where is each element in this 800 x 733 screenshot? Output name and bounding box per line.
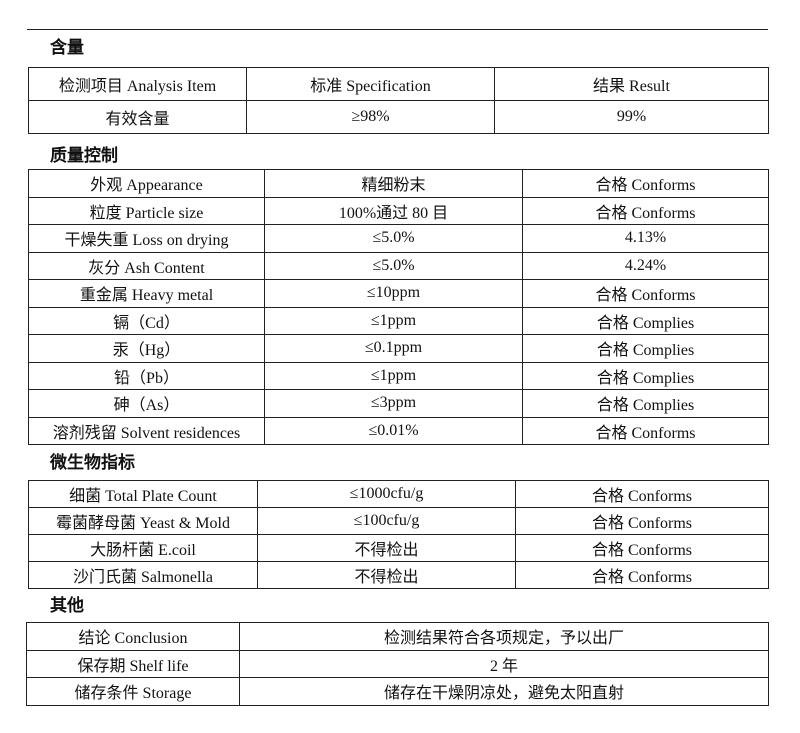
table-row: 沙门氏菌 Salmonella 不得检出 合格 Conforms: [28, 561, 769, 589]
result-cell: 合格 Complies: [522, 361, 769, 390]
spec-cell: 100%通过 80 目: [264, 196, 523, 225]
item-cell: 粒度 Particle size: [28, 196, 265, 225]
spec-cell: ≤0.1ppm: [264, 334, 523, 363]
table-row: 保存期 Shelf life 2 年: [26, 649, 769, 678]
table-row: 检测项目 Analysis Item 标准 Specification 结果 Res…: [28, 67, 769, 101]
spec-cell: ≥98%: [246, 100, 495, 134]
item-cell: 有效含量: [28, 100, 247, 134]
spec-cell: 2 年: [239, 649, 769, 678]
top-rule: [27, 29, 768, 30]
table-row: 有效含量 ≥98% 99%: [28, 100, 769, 134]
spec-cell: ≤1ppm: [264, 306, 523, 335]
result-cell: 合格 Conforms: [515, 561, 769, 589]
table-row: 重金属 Heavy metal ≤10ppm 合格 Conforms: [28, 279, 769, 308]
spec-cell: ≤3ppm: [264, 389, 523, 418]
item-cell: 镉（Cd）: [28, 306, 265, 335]
spec-cell: ≤10ppm: [264, 279, 523, 308]
item-cell: 外观 Appearance: [28, 169, 265, 198]
table-row: 粒度 Particle size 100%通过 80 目合格 Conforms: [28, 196, 769, 225]
spec-cell: 不得检出: [257, 534, 516, 562]
result-cell: 合格 Conforms: [515, 534, 769, 562]
result-cell: 4.24%: [522, 251, 769, 280]
item-cell: 检测项目 Analysis Item: [28, 67, 247, 101]
result-cell: 合格 Conforms: [522, 196, 769, 225]
table-row: 细菌 Total Plate Count ≤1000cfu/g 合格 Conform…: [28, 480, 769, 508]
table-row: 霉菌酵母菌 Yeast & Mold ≤100cfu/g 合格 Conforms: [28, 507, 769, 535]
table-row: 外观 Appearance 精细粉末 合格 Conforms: [28, 169, 769, 198]
spec-cell: ≤0.01%: [264, 416, 523, 445]
result-cell: 合格 Complies: [522, 389, 769, 418]
result-cell: 合格 Conforms: [522, 279, 769, 308]
result-cell: 结果 Result: [494, 67, 769, 101]
result-cell: 99%: [494, 100, 769, 134]
section-heading-content: 含量: [50, 38, 84, 58]
quality-control-table: 外观 Appearance 精细粉末 合格 Conforms 粒度 Particle …: [28, 169, 769, 445]
table-row: 大肠杆菌 E.coil 不得检出 合格 Conforms: [28, 534, 769, 562]
microbiology-table: 细菌 Total Plate Count ≤1000cfu/g 合格 Conform…: [28, 480, 769, 589]
item-cell: 砷（As）: [28, 389, 265, 418]
section-heading-microbiology: 微生物指标: [50, 453, 135, 473]
result-cell: 合格 Conforms: [515, 507, 769, 535]
item-cell: 汞（Hg）: [28, 334, 265, 363]
result-cell: 合格 Conforms: [522, 416, 769, 445]
item-cell: 霉菌酵母菌 Yeast & Mold: [28, 507, 258, 535]
section-heading-quality-control: 质量控制: [50, 146, 118, 166]
item-cell: 干燥失重 Loss on drying: [28, 224, 265, 253]
spec-cell: ≤100cfu/g: [257, 507, 516, 535]
item-cell: 保存期 Shelf life: [26, 649, 240, 678]
result-cell: 合格 Conforms: [515, 480, 769, 508]
item-cell: 重金属 Heavy metal: [28, 279, 265, 308]
item-cell: 溶剂残留 Solvent residences: [28, 416, 265, 445]
table-row: 溶剂残留 Solvent residences ≤0.01% 合格 Conforms: [28, 416, 769, 445]
table-row: 铅（Pb） ≤1ppm 合格 Complies: [28, 361, 769, 390]
other-table: 结论 Conclusion 检测结果符合各项规定，予以出厂 保存期 Shelf li…: [26, 622, 769, 706]
item-cell: 大肠杆菌 E.coil: [28, 534, 258, 562]
item-cell: 沙门氏菌 Salmonella: [28, 561, 258, 589]
spec-cell: ≤1000cfu/g: [257, 480, 516, 508]
table-row: 结论 Conclusion 检测结果符合各项规定，予以出厂: [26, 622, 769, 651]
item-cell: 铅（Pb）: [28, 361, 265, 390]
content-table: 检测项目 Analysis Item 标准 Specification 结果 Res…: [28, 67, 769, 134]
section-heading-other: 其他: [50, 596, 84, 616]
result-cell: 合格 Complies: [522, 334, 769, 363]
spec-cell: 精细粉末: [264, 169, 523, 198]
table-row: 干燥失重 Loss on drying ≤5.0% 4.13%: [28, 224, 769, 253]
result-cell: 合格 Complies: [522, 306, 769, 335]
spec-cell: ≤1ppm: [264, 361, 523, 390]
spec-cell: 储存在干燥阴凉处，避免太阳直射: [239, 677, 769, 706]
spec-cell: 标准 Specification: [246, 67, 495, 101]
table-row: 砷（As） ≤3ppm 合格 Complies: [28, 389, 769, 418]
item-cell: 细菌 Total Plate Count: [28, 480, 258, 508]
item-cell: 储存条件 Storage: [26, 677, 240, 706]
result-cell: 合格 Conforms: [522, 169, 769, 198]
result-cell: 4.13%: [522, 224, 769, 253]
spec-cell: ≤5.0%: [264, 224, 523, 253]
table-row: 汞（Hg） ≤0.1ppm 合格 Complies: [28, 334, 769, 363]
item-cell: 结论 Conclusion: [26, 622, 240, 651]
table-row: 灰分 Ash Content ≤5.0% 4.24%: [28, 251, 769, 280]
spec-cell: ≤5.0%: [264, 251, 523, 280]
item-cell: 灰分 Ash Content: [28, 251, 265, 280]
spec-cell: 检测结果符合各项规定，予以出厂: [239, 622, 769, 651]
spec-cell: 不得检出: [257, 561, 516, 589]
table-row: 储存条件 Storage 储存在干燥阴凉处，避免太阳直射: [26, 677, 769, 706]
table-row: 镉（Cd） ≤1ppm 合格 Complies: [28, 306, 769, 335]
